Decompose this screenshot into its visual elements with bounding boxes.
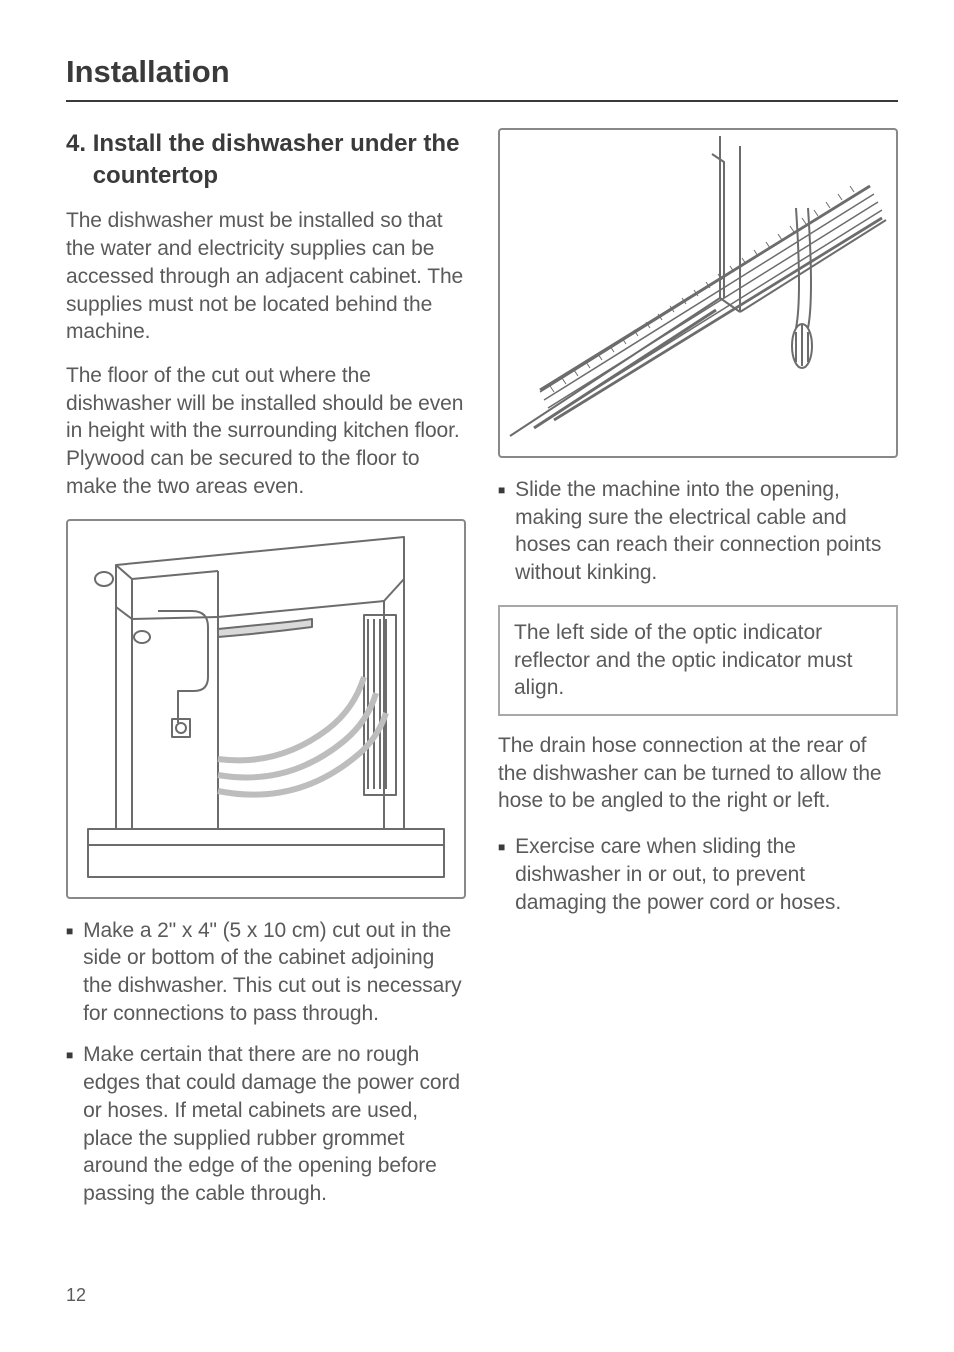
- list-item: ■ Make certain that there are no rough e…: [66, 1041, 466, 1207]
- left-column: 4. Install the dishwasher under the coun…: [66, 128, 466, 1208]
- list-item-text: Exercise care when sliding the dishwashe…: [515, 833, 898, 916]
- step-heading: 4. Install the dishwasher under the coun…: [66, 128, 466, 191]
- list-item: ■ Slide the machine into the opening, ma…: [498, 476, 898, 587]
- list-item: ■ Make a 2" x 4" (5 x 10 cm) cut out in …: [66, 917, 466, 1028]
- paragraph: The floor of the cut out where the dishw…: [66, 362, 466, 501]
- bullet-list: ■ Make a 2" x 4" (5 x 10 cm) cut out in …: [66, 917, 466, 1208]
- figure-cabinet-cutout: [66, 519, 466, 899]
- bullet-list: ■ Slide the machine into the opening, ma…: [498, 476, 898, 587]
- bullet-square-icon: ■: [498, 833, 505, 916]
- paragraph: The dishwasher must be installed so that…: [66, 207, 466, 346]
- page-number: 12: [66, 1285, 86, 1306]
- bullet-square-icon: ■: [66, 1041, 73, 1207]
- bullet-square-icon: ■: [498, 476, 505, 587]
- cabinet-cutout-illustration: [68, 519, 464, 899]
- list-item-text: Make certain that there are no rough edg…: [83, 1041, 466, 1207]
- note-box: The left side of the optic indicator ref…: [498, 605, 898, 716]
- list-item-text: Make a 2" x 4" (5 x 10 cm) cut out in th…: [83, 917, 466, 1028]
- paragraph: The drain hose connection at the rear of…: [498, 732, 898, 815]
- step-number: 4.: [66, 128, 86, 160]
- step-title-text: Install the dishwasher under the counter…: [93, 128, 465, 191]
- figure-slide-in: [498, 128, 898, 458]
- list-item-text: Slide the machine into the opening, maki…: [515, 476, 898, 587]
- list-item: ■ Exercise care when sliding the dishwas…: [498, 833, 898, 916]
- right-column: ■ Slide the machine into the opening, ma…: [498, 128, 898, 1208]
- section-title: Installation: [66, 54, 898, 102]
- slide-in-illustration: [500, 128, 896, 458]
- bullet-list: ■ Exercise care when sliding the dishwas…: [498, 833, 898, 916]
- bullet-square-icon: ■: [66, 917, 73, 1028]
- two-column-layout: 4. Install the dishwasher under the coun…: [66, 128, 898, 1208]
